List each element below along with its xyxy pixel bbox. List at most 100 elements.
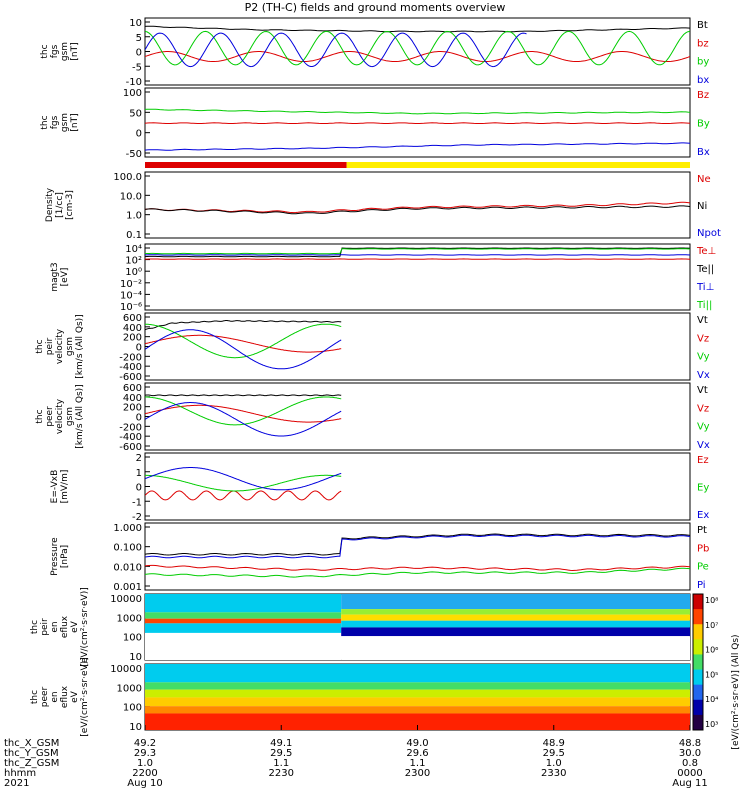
x-row-value: 49.0 (406, 738, 428, 749)
panel-1-legend-by: by (697, 57, 709, 68)
colorbar-segment (693, 669, 703, 686)
panel-5-ytick-label: 400 (123, 323, 142, 334)
x-row-value: 1.0 (137, 758, 153, 769)
panel-5-legend-Vt: Vt (697, 315, 708, 326)
panel-5-ytick-label: 200 (123, 333, 142, 344)
x-row-label: thc_X_GSM (4, 738, 59, 749)
panel-6-series-Vz (145, 404, 342, 423)
colorbar-tick-label: 10⁵ (705, 670, 718, 679)
panel-9-flux-band (341, 609, 690, 615)
colorbar-segment (693, 624, 703, 640)
panel-6-ytick-label: -200 (119, 422, 142, 433)
panel-8-legend-Pt: Pt (697, 525, 707, 536)
x-row-value: Aug 10 (127, 778, 162, 789)
panel-6-series-Vx (145, 402, 342, 437)
panel-8-legend-Pi: Pi (697, 580, 706, 591)
x-row-label: thc_Y_GSM (4, 748, 59, 759)
panel-7-legend-Ey: Ey (697, 483, 709, 494)
panel-5-series-Vy (145, 323, 342, 359)
panel-2-ylabel: [nT] (70, 113, 80, 131)
panel-10-flux-band (145, 706, 690, 714)
x-row-value: 1.1 (410, 758, 426, 769)
panel-8-ytick-label: 0.001 (113, 582, 142, 593)
panel-6-ytick-label: -600 (119, 442, 142, 453)
panel-2-frame (144, 87, 691, 158)
panel-7-legend-Ex: Ex (697, 510, 709, 521)
panel-1-series-by (145, 30, 690, 66)
panel-9-flux-band (341, 636, 690, 660)
x-row-value: 1.1 (273, 758, 289, 769)
panel-7-frame (144, 452, 691, 521)
panel-8-ylabel: [nPa] (60, 545, 70, 568)
x-row-value: 29.6 (406, 748, 428, 759)
panel-9-ylabel: peir (40, 618, 50, 636)
panel-5-series-Vz (145, 334, 342, 353)
panel-1-ylabel: thc (40, 44, 50, 58)
colorbar-tick-label: 10⁴ (705, 695, 718, 704)
panel-1-frame (144, 17, 691, 86)
panel-10-ylabel: thc (30, 690, 40, 704)
colorbar-tick-label: 10⁸ (705, 596, 718, 605)
panel-6-ytick-label: -400 (119, 432, 142, 443)
x-row-value: 49.2 (134, 738, 156, 749)
panel-1-ylabel: gsm (60, 42, 70, 61)
panel-10-ytick-label: 10 (129, 722, 142, 733)
panel-8-ytick-label: 0.010 (113, 562, 142, 573)
panel-7-series-Ex (145, 467, 342, 491)
panel-2-mode-bar-0 (145, 162, 347, 168)
panel-5-series-Vx (145, 329, 342, 370)
x-row-value: 0.8 (682, 758, 698, 769)
panel-8-series-Pe (145, 567, 690, 578)
panel-7-ytick-label: 1 (136, 468, 142, 479)
panel-5-ylabel: gsm (65, 337, 75, 356)
panel-1-ytick-label: 10 (129, 18, 142, 29)
panel-4-ytick-label: 10⁰ (125, 267, 142, 278)
panel-10-ytick-label: 10000 (110, 664, 142, 675)
panel-2-ytick-label: 0 (136, 129, 142, 140)
colorbar-segment (693, 594, 703, 610)
panel-10-ylabel: [eV/(cm²·s·sr·eV)] (80, 657, 90, 736)
panel-9-ytick-label: 10 (129, 652, 142, 663)
panel-6-ylabel: peer (45, 406, 55, 427)
panel-5-ytick-label: -600 (119, 372, 142, 383)
panel-8-series-Pi (145, 534, 690, 559)
panel-8-ytick-label: 1.000 (113, 523, 142, 534)
panel-5-ylabel: peir (45, 337, 55, 355)
panel-4-ylabel: [eV] (60, 268, 70, 287)
x-row-value: 48.9 (543, 738, 565, 749)
panel-9-ytick-label: 100 (123, 633, 142, 644)
panel-4-ytick-label: 10⁴ (125, 244, 142, 255)
panel-8-series-Pb (145, 564, 690, 572)
panel-1-ytick-label: -5 (132, 62, 142, 73)
panel-5-ylabel: velocity (55, 328, 65, 364)
panel-2-series-Bz (145, 122, 690, 124)
panel-6-frame (144, 382, 691, 451)
panel-6-ylabel: [km/s (All Qs)] (75, 384, 85, 448)
panel-4-legend-Ti⊥: Ti⊥ (696, 282, 714, 293)
panel-4-ytick-label: 10⁻² (120, 279, 142, 290)
x-row-value: 48.8 (679, 738, 701, 749)
panel-6-ylabel: gsm (65, 407, 75, 426)
panel-9-ylabel: [eV/(cm²·s·sr·eV)] (80, 587, 90, 666)
panel-7-series-Ez (145, 490, 342, 501)
panel-2-mode-bar-1 (346, 162, 690, 168)
panel-1-ylabel: [nT] (70, 42, 80, 60)
panel-1-ytick-label: 0 (136, 48, 142, 59)
panel-2-ylabel: thc (40, 115, 50, 129)
panel-4-series-Ti|| (145, 248, 690, 255)
panel-5-ylabel: thc (35, 339, 45, 353)
panel-8-frame (144, 522, 691, 591)
panel-6-ylabel: thc (35, 409, 45, 423)
x-row-value: Aug 11 (672, 778, 707, 789)
colorbar-segment (693, 699, 703, 716)
panel-6-legend-Vz: Vz (697, 403, 709, 414)
panel-2-legend-By: By (697, 119, 710, 130)
panel-5-ytick-label: -200 (119, 352, 142, 363)
panel-5-frame (144, 312, 691, 381)
panel-8-ytick-label: 0.100 (113, 543, 142, 554)
panel-4-legend-Te||: Te|| (696, 264, 714, 275)
panel-9-ylabel: thc (30, 620, 40, 634)
panel-2-legend-Bx: Bx (697, 147, 710, 158)
panel-1-legend-bz: bz (697, 38, 709, 49)
panel-6-ytick-label: 0 (136, 413, 142, 424)
